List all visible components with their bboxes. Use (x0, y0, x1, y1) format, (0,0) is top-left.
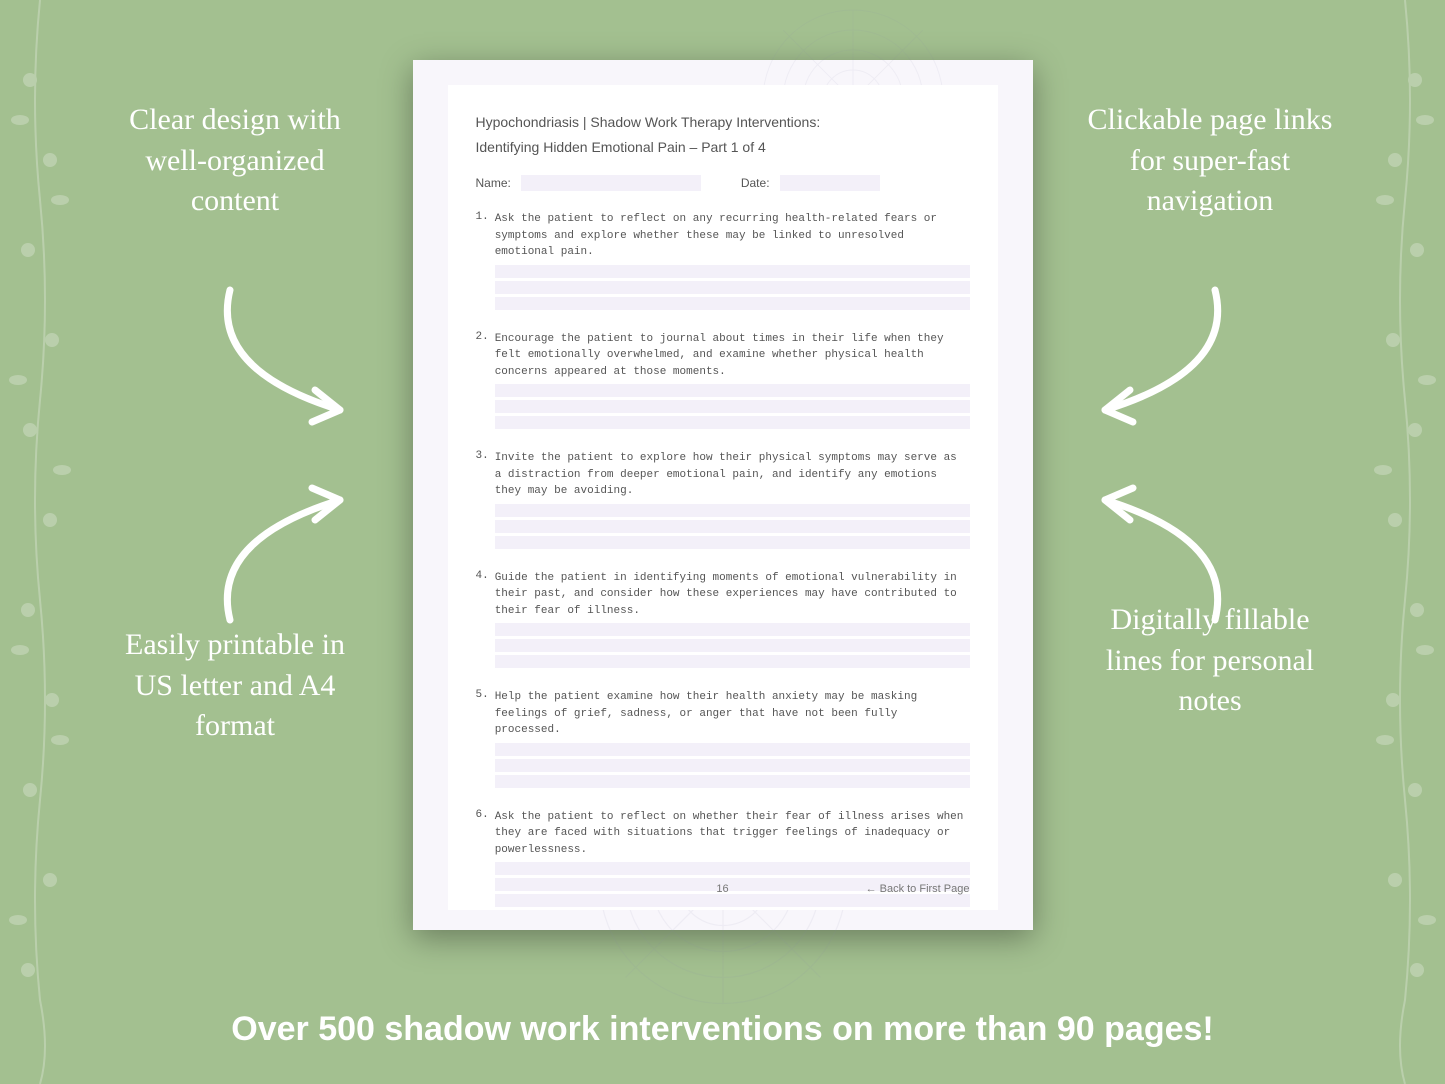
fillable-line[interactable] (495, 655, 970, 668)
page-number: 16 (716, 883, 728, 895)
question-text: Invite the patient to explore how their … (495, 450, 970, 500)
question-body: Help the patient examine how their healt… (495, 689, 970, 791)
question-body: Invite the patient to explore how their … (495, 450, 970, 552)
fillable-line[interactable] (495, 416, 970, 429)
name-date-row: Name: Date: (476, 175, 970, 191)
fillable-line[interactable] (495, 384, 970, 397)
question-number: 5. (476, 689, 489, 791)
question-text: Ask the patient to reflect on whether th… (495, 809, 970, 859)
fillable-line[interactable] (495, 504, 970, 517)
fillable-line[interactable] (495, 862, 970, 875)
callout-top-left: Clear design with well-organized content (105, 100, 365, 222)
fillable-line[interactable] (495, 297, 970, 310)
arrow-bottom-right (1065, 470, 1245, 630)
arrow-bottom-left (200, 470, 380, 630)
callout-bottom-left: Easily printable in US letter and A4 for… (105, 625, 365, 747)
arrow-top-right (1065, 280, 1245, 440)
fillable-line[interactable] (495, 775, 970, 788)
page-title-line2: Identifying Hidden Emotional Pain – Part… (476, 135, 970, 160)
fillable-line[interactable] (495, 265, 970, 278)
question-text: Ask the patient to reflect on any recurr… (495, 211, 970, 261)
page-title-line1: Hypochondriasis | Shadow Work Therapy In… (476, 110, 970, 135)
fillable-line[interactable] (495, 536, 970, 549)
question-item: 4.Guide the patient in identifying momen… (476, 570, 970, 672)
question-number: 4. (476, 570, 489, 672)
fillable-line[interactable] (495, 281, 970, 294)
fillable-line[interactable] (495, 894, 970, 907)
fillable-line[interactable] (495, 400, 970, 413)
question-number: 2. (476, 331, 489, 433)
date-label: Date: (741, 176, 770, 190)
vine-decoration-right (1365, 0, 1445, 1084)
question-item: 2.Encourage the patient to journal about… (476, 331, 970, 433)
question-body: Ask the patient to reflect on whether th… (495, 809, 970, 911)
question-number: 6. (476, 809, 489, 911)
date-field[interactable] (780, 175, 880, 191)
question-number: 3. (476, 450, 489, 552)
question-body: Encourage the patient to journal about t… (495, 331, 970, 433)
page-footer: 16 ← Back to First Page (476, 883, 970, 895)
question-item: 6.Ask the patient to reflect on whether … (476, 809, 970, 911)
arrow-top-left (200, 280, 380, 440)
fillable-line[interactable] (495, 520, 970, 533)
fillable-line[interactable] (495, 743, 970, 756)
fillable-line[interactable] (495, 639, 970, 652)
question-text: Guide the patient in identifying moments… (495, 570, 970, 620)
question-body: Guide the patient in identifying moments… (495, 570, 970, 672)
question-number: 1. (476, 211, 489, 313)
worksheet-page: Hypochondriasis | Shadow Work Therapy In… (413, 60, 1033, 930)
page-inner: Hypochondriasis | Shadow Work Therapy In… (448, 85, 998, 910)
back-to-first-link[interactable]: ← Back to First Page (866, 883, 970, 895)
fillable-line[interactable] (495, 623, 970, 636)
vine-decoration-left (0, 0, 80, 1084)
name-field[interactable] (521, 175, 701, 191)
question-body: Ask the patient to reflect on any recurr… (495, 211, 970, 313)
question-item: 3.Invite the patient to explore how thei… (476, 450, 970, 552)
question-item: 1.Ask the patient to reflect on any recu… (476, 211, 970, 313)
name-label: Name: (476, 176, 511, 190)
callout-top-right: Clickable page links for super-fast navi… (1080, 100, 1340, 222)
question-item: 5.Help the patient examine how their hea… (476, 689, 970, 791)
fillable-line[interactable] (495, 759, 970, 772)
question-text: Help the patient examine how their healt… (495, 689, 970, 739)
questions-list: 1.Ask the patient to reflect on any recu… (476, 211, 970, 910)
bottom-banner: Over 500 shadow work interventions on mo… (0, 1010, 1445, 1049)
question-text: Encourage the patient to journal about t… (495, 331, 970, 381)
